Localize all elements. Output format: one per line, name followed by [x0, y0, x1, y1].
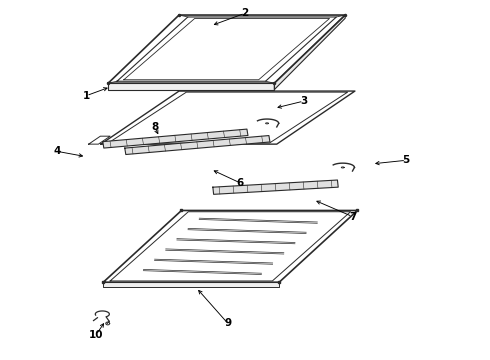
- Polygon shape: [103, 129, 248, 148]
- Text: 1: 1: [83, 91, 90, 101]
- Polygon shape: [274, 15, 345, 90]
- Text: 9: 9: [224, 319, 231, 328]
- Polygon shape: [108, 15, 345, 83]
- Text: 8: 8: [151, 122, 158, 132]
- Text: 10: 10: [89, 330, 103, 340]
- Text: 3: 3: [300, 96, 307, 106]
- Polygon shape: [101, 91, 355, 144]
- Polygon shape: [103, 211, 357, 282]
- Text: 4: 4: [53, 146, 61, 156]
- Polygon shape: [213, 180, 338, 194]
- Text: 2: 2: [242, 8, 248, 18]
- Text: 7: 7: [349, 212, 356, 221]
- Polygon shape: [103, 282, 279, 287]
- Text: 5: 5: [403, 155, 410, 165]
- Polygon shape: [125, 136, 270, 154]
- Text: 6: 6: [237, 178, 244, 188]
- Polygon shape: [108, 83, 274, 90]
